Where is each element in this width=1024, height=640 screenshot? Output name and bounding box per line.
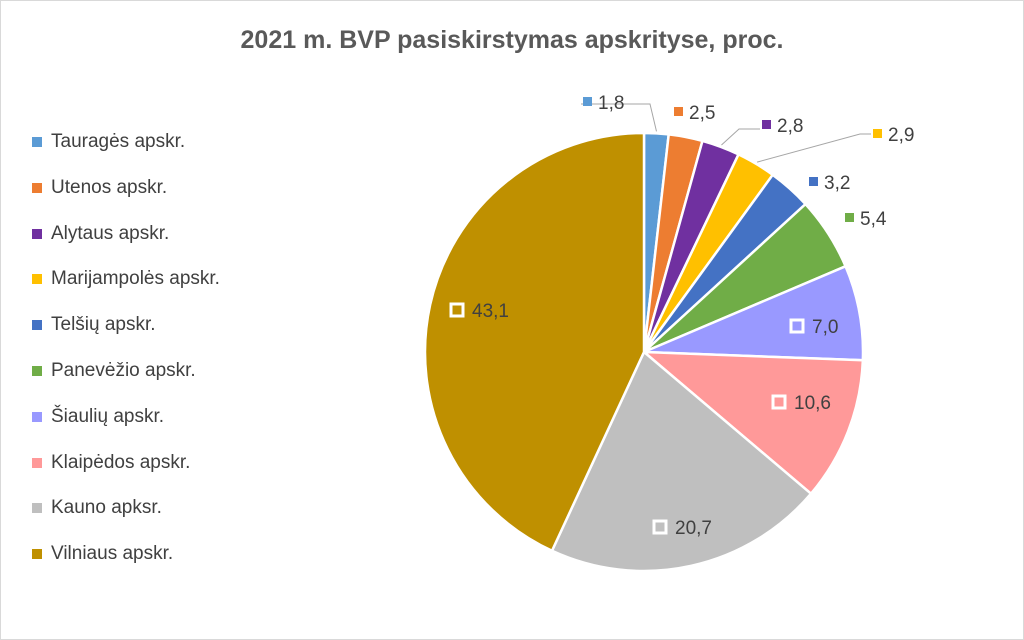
legend-label: Klaipėdos apskr. bbox=[51, 451, 191, 473]
data-label: 1,8 bbox=[598, 93, 624, 114]
legend-swatch bbox=[32, 182, 42, 193]
data-label-key bbox=[789, 318, 805, 334]
legend-swatch bbox=[32, 366, 42, 376]
data-label-key bbox=[845, 213, 854, 222]
legend-swatch bbox=[32, 549, 42, 560]
legend-swatch bbox=[32, 503, 42, 514]
pie-slice bbox=[640, 350, 865, 496]
legend-swatch bbox=[32, 137, 42, 147]
data-label-key bbox=[873, 129, 882, 138]
legend-label: Alytaus apskr. bbox=[51, 222, 170, 244]
data-label-key bbox=[583, 97, 592, 106]
leader-line bbox=[756, 133, 871, 163]
data-label: 20,7 bbox=[675, 518, 712, 539]
data-label: 2,9 bbox=[888, 125, 914, 146]
legend-label: Utenos apskr. bbox=[51, 176, 168, 198]
leader-line bbox=[581, 103, 657, 132]
data-label-key bbox=[674, 107, 683, 116]
data-label: 3,2 bbox=[824, 173, 850, 194]
legend-swatch bbox=[32, 457, 42, 468]
legend-label: Šiaulių apskr. bbox=[51, 405, 165, 427]
data-label: 5,4 bbox=[860, 209, 887, 230]
data-label-key bbox=[449, 302, 465, 318]
legend-swatch bbox=[32, 320, 42, 331]
legend-label: Panevėžio apskr. bbox=[51, 360, 196, 381]
leader-line bbox=[721, 128, 760, 146]
data-label: 43,1 bbox=[472, 301, 509, 322]
pie-slice bbox=[423, 131, 646, 553]
data-label: 2,5 bbox=[689, 103, 715, 124]
data-label: 2,8 bbox=[777, 116, 803, 137]
data-label: 7,0 bbox=[812, 317, 838, 338]
data-label-key bbox=[762, 120, 771, 129]
legend-swatch bbox=[32, 274, 42, 285]
data-label-key bbox=[652, 519, 668, 535]
data-label-key bbox=[809, 177, 818, 186]
legend-label: Tauragės apskr. bbox=[51, 131, 186, 152]
pie-slice bbox=[550, 349, 813, 573]
data-label-key bbox=[771, 394, 787, 410]
legend-swatch bbox=[32, 228, 42, 239]
legend-label: Kauno apksr. bbox=[51, 497, 162, 519]
legend-label: Vilniaus apskr. bbox=[51, 543, 174, 565]
legend-label: Telšių apskr. bbox=[51, 314, 156, 336]
chart-title: 2021 m. BVP pasiskirstymas apskrityse, p… bbox=[240, 26, 784, 54]
legend-swatch bbox=[32, 411, 42, 422]
data-label: 10,6 bbox=[794, 393, 831, 414]
legend-label: Marijampolės apskr. bbox=[51, 268, 220, 290]
